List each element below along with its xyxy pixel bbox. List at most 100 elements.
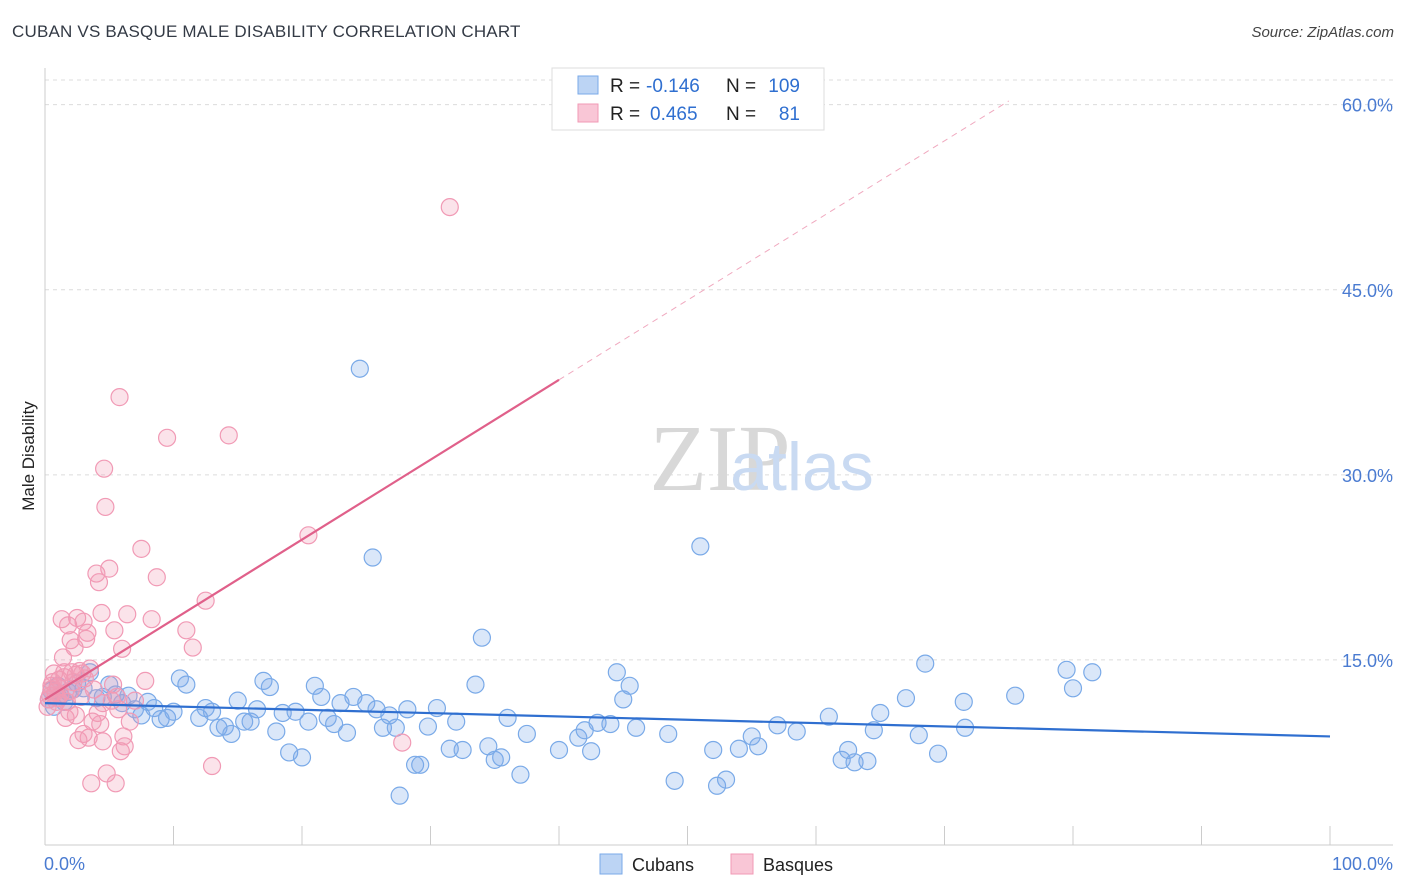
chart-title: CUBAN VS BASQUE MALE DISABILITY CORRELAT… bbox=[12, 22, 521, 41]
cuban-point-103 bbox=[896, 689, 916, 708]
basque-point-76 bbox=[55, 663, 74, 682]
cuban-point-104 bbox=[909, 726, 928, 745]
cuban-point-20 bbox=[145, 698, 164, 718]
cuban-point-67 bbox=[466, 675, 485, 694]
y-tick-label-0: 15.0% bbox=[1342, 651, 1393, 671]
legend-n-cubans: 109 bbox=[768, 76, 800, 97]
x-tick-label-0: 0.0% bbox=[44, 854, 85, 874]
basques-points bbox=[38, 197, 459, 793]
basque-point-73 bbox=[440, 197, 459, 217]
cuban-point-96 bbox=[819, 707, 838, 726]
cuban-point-109 bbox=[1006, 686, 1025, 705]
basque-point-79 bbox=[74, 724, 93, 744]
basque-point-42 bbox=[93, 732, 112, 751]
legend-n-label-basques: N = bbox=[726, 104, 756, 125]
y-tick-label-2: 45.0% bbox=[1342, 281, 1393, 301]
basque-point-58 bbox=[118, 605, 137, 624]
cuban-point-91 bbox=[729, 739, 749, 758]
basque-point-64 bbox=[147, 568, 166, 587]
cubans-points bbox=[39, 359, 1102, 805]
cuban-point-72 bbox=[498, 708, 517, 728]
basque-point-65 bbox=[157, 428, 177, 447]
cuban-point-30 bbox=[215, 717, 234, 736]
bottom-legend-swatch-cubans bbox=[599, 853, 623, 875]
cuban-point-43 bbox=[299, 712, 318, 731]
cuban-point-94 bbox=[768, 716, 787, 735]
cuban-point-62 bbox=[418, 717, 438, 736]
cuban-point-102 bbox=[871, 703, 890, 723]
trend-lines bbox=[44, 100, 1331, 738]
basque-point-44 bbox=[96, 497, 115, 517]
cuban-point-83 bbox=[620, 676, 639, 695]
cuban-point-32 bbox=[228, 691, 247, 710]
bottom-legend-cubans: Cubans bbox=[632, 855, 694, 875]
cuban-point-100 bbox=[858, 751, 877, 771]
cuban-point-31 bbox=[222, 724, 241, 744]
cuban-point-101 bbox=[864, 721, 883, 740]
basques-trend-extension bbox=[558, 100, 1010, 381]
cuban-point-111 bbox=[1063, 679, 1083, 698]
cuban-point-28 bbox=[202, 702, 222, 721]
basque-point-43 bbox=[95, 459, 114, 478]
cuban-point-37 bbox=[260, 677, 279, 697]
cuban-point-41 bbox=[286, 702, 305, 721]
cuban-point-99 bbox=[845, 753, 864, 772]
cuban-point-47 bbox=[325, 714, 344, 734]
basque-point-62 bbox=[136, 671, 155, 690]
cuban-point-112 bbox=[1083, 663, 1102, 682]
cuban-point-64 bbox=[440, 739, 459, 758]
cuban-point-92 bbox=[742, 727, 761, 746]
cuban-point-42 bbox=[292, 748, 312, 767]
basque-point-49 bbox=[105, 621, 124, 640]
cuban-point-80 bbox=[601, 714, 620, 734]
legend-r-label-cubans: R = bbox=[610, 76, 640, 97]
watermark-atlas: atlas bbox=[730, 429, 874, 505]
cuban-point-75 bbox=[549, 740, 569, 760]
legend-n-basques: 81 bbox=[779, 104, 800, 125]
legend-r-basques: 0.465 bbox=[650, 104, 698, 125]
legend-r-label-basques: R = bbox=[610, 104, 640, 125]
cuban-point-51 bbox=[350, 359, 369, 378]
x-tick-label-1: 100.0% bbox=[1332, 854, 1393, 874]
legend-swatch-cubans bbox=[577, 75, 599, 95]
cuban-point-53 bbox=[363, 548, 382, 567]
cuban-point-87 bbox=[691, 537, 710, 556]
basque-point-34 bbox=[82, 774, 101, 793]
basque-point-61 bbox=[132, 539, 151, 558]
basque-point-41 bbox=[92, 603, 111, 623]
bottom-legend: Cubans Basques bbox=[599, 853, 833, 875]
bottom-legend-swatch-basques bbox=[730, 853, 754, 875]
cuban-point-38 bbox=[267, 722, 286, 741]
legend-r-cubans: -0.146 bbox=[646, 76, 700, 97]
cuban-point-45 bbox=[312, 687, 331, 707]
basque-point-78 bbox=[66, 706, 85, 725]
cuban-point-81 bbox=[607, 663, 626, 682]
cuban-point-85 bbox=[659, 724, 678, 744]
basque-point-67 bbox=[183, 638, 202, 657]
basque-point-36 bbox=[84, 680, 103, 699]
basque-point-59 bbox=[120, 712, 139, 731]
cuban-point-88 bbox=[704, 740, 723, 760]
basque-point-69 bbox=[202, 756, 222, 776]
cuban-point-73 bbox=[511, 765, 530, 784]
cuban-point-58 bbox=[390, 786, 409, 805]
cuban-point-25 bbox=[177, 675, 196, 694]
cuban-point-93 bbox=[749, 737, 768, 756]
cuban-point-110 bbox=[1057, 660, 1076, 679]
tick-labels: 15.0% 30.0% 45.0% 60.0% 0.0% 100.0% bbox=[44, 96, 1393, 874]
cuban-point-90 bbox=[716, 770, 736, 789]
basque-point-46 bbox=[100, 559, 119, 578]
cuban-point-61 bbox=[411, 755, 430, 774]
source-label: Source: ZipAtlas.com bbox=[1251, 24, 1394, 41]
cuban-point-84 bbox=[626, 718, 646, 737]
cuban-point-95 bbox=[787, 722, 806, 741]
basque-point-39 bbox=[89, 573, 109, 592]
basque-point-57 bbox=[115, 737, 134, 756]
cuban-point-71 bbox=[492, 748, 511, 767]
cuban-point-65 bbox=[447, 712, 466, 731]
legend: R = -0.146 N = 109 R = 0.465 N = 81 bbox=[551, 67, 825, 131]
basque-point-72 bbox=[393, 733, 412, 752]
basque-point-70 bbox=[219, 426, 238, 445]
basque-point-66 bbox=[177, 621, 196, 640]
